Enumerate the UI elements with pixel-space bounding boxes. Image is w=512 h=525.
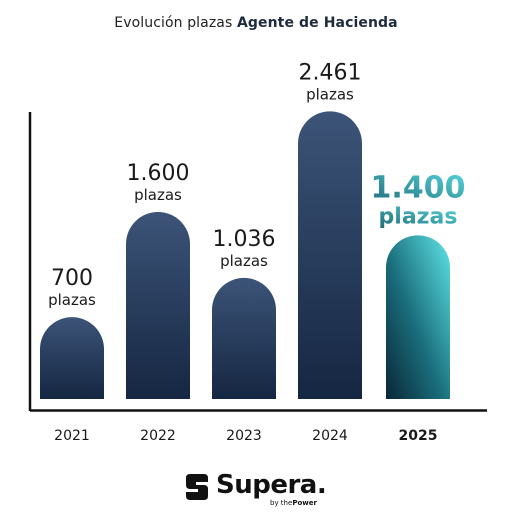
chart-title: Evolución plazas Agente de Hacienda xyxy=(0,15,512,31)
supera-logo: Supera. by thePower xyxy=(186,470,336,512)
bar-chart: 700plazas20211.600plazas20221.036plazas2… xyxy=(28,60,487,444)
data-label-value-2023: 1.036 xyxy=(213,227,276,252)
data-label-value-2021: 700 xyxy=(51,266,93,291)
chart-title-prefix: Evolución plazas xyxy=(114,15,233,31)
brand-name: Supera. xyxy=(216,470,327,500)
data-label-unit-2021: plazas xyxy=(48,291,96,309)
bar-2025 xyxy=(386,235,450,399)
bar-2022 xyxy=(126,211,190,399)
brand-tagline-bold: Power xyxy=(292,499,317,507)
x-tick-label-2021: 2021 xyxy=(54,428,90,444)
data-label-value-2024: 2.461 xyxy=(299,60,362,85)
x-tick-label-2023: 2023 xyxy=(226,428,262,444)
data-label-unit-2024: plazas xyxy=(306,85,354,103)
brand-tagline-prefix: by the xyxy=(270,499,293,507)
data-label-unit-2025: plazas xyxy=(379,204,458,229)
bar-2021 xyxy=(40,317,104,399)
bar-2023 xyxy=(212,277,276,399)
bar-2024 xyxy=(298,111,362,400)
chart-title-highlight: Agente de Hacienda xyxy=(236,15,398,31)
x-tick-label-2022: 2022 xyxy=(140,428,176,444)
data-label-value-2025: 1.400 xyxy=(371,170,466,205)
data-label-unit-2023: plazas xyxy=(220,252,268,270)
brand-tagline: by thePower xyxy=(270,499,317,507)
data-label-unit-2022: plazas xyxy=(134,186,182,204)
x-tick-label-2024: 2024 xyxy=(312,428,348,444)
data-label-value-2022: 1.600 xyxy=(127,161,190,186)
supera-s-icon xyxy=(186,474,208,500)
x-tick-label-2025: 2025 xyxy=(399,428,438,444)
